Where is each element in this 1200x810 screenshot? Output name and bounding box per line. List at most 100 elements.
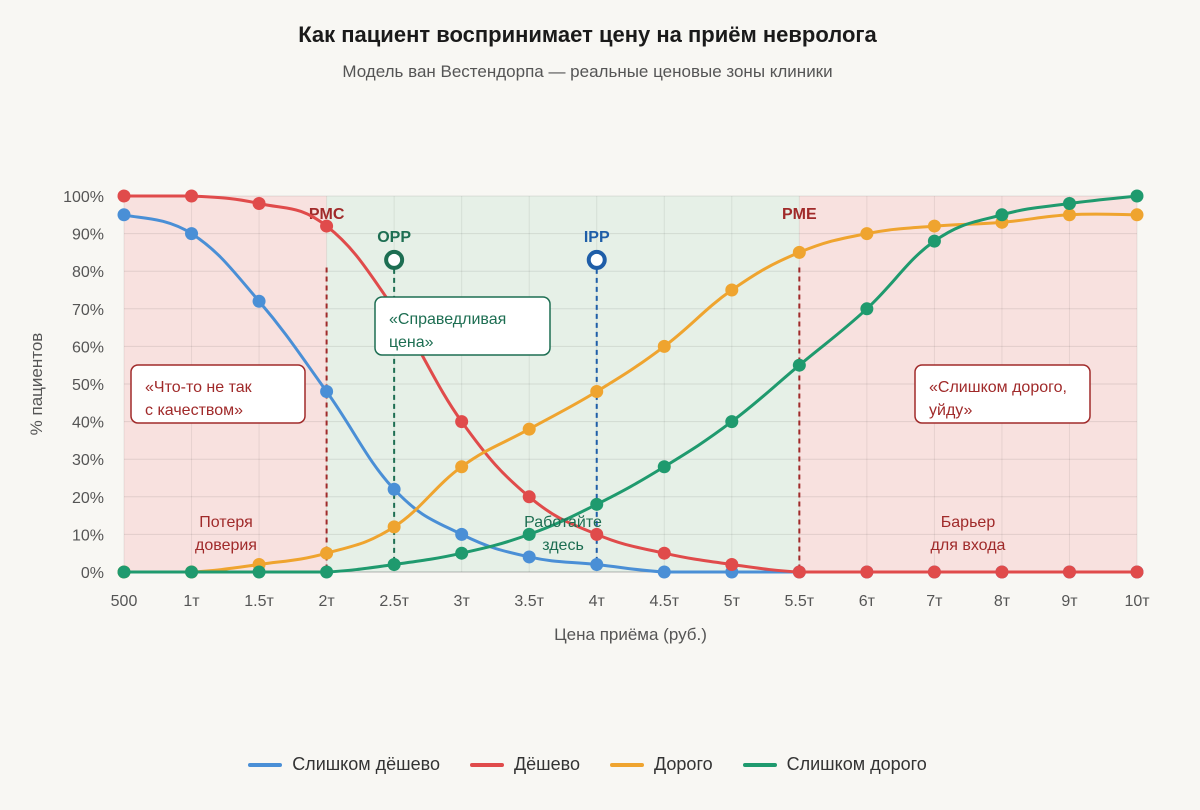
data-point-too-expensive bbox=[185, 565, 199, 579]
x-tick-label: 500 bbox=[111, 593, 138, 610]
zone-label-left: Потеря доверия bbox=[195, 514, 257, 554]
series-layer bbox=[117, 189, 1144, 579]
x-tick-label: 6т bbox=[859, 593, 876, 610]
legend-label-too-expensive: Слишком дорого bbox=[786, 754, 927, 774]
legend-label-cheap: Дёшево bbox=[513, 754, 581, 774]
data-point-too-expensive bbox=[387, 557, 401, 571]
data-point-expensive bbox=[320, 546, 334, 560]
legend-item-cheap[interactable]: Дёшево bbox=[469, 754, 581, 775]
legend-swatch-expensive bbox=[610, 762, 645, 767]
marker-label-text: OPP bbox=[377, 229, 411, 246]
annotation-right-box-frame bbox=[914, 364, 1091, 424]
data-point-cheap bbox=[860, 565, 874, 579]
annotation-center-box-line: цена» bbox=[389, 334, 434, 351]
x-tick-label: 3.5т bbox=[514, 593, 544, 610]
zone-label-right-line: Барьер bbox=[941, 514, 996, 531]
annotation-center-box-frame bbox=[374, 296, 551, 356]
y-tick-label: 100% bbox=[63, 189, 104, 206]
zone-label-center-line: Работайте bbox=[524, 514, 602, 531]
data-point-too-cheap bbox=[252, 294, 266, 308]
legend-label-too-cheap: Слишком дёшево bbox=[292, 754, 440, 774]
annotation-right-box-line: «Слишком дорого, bbox=[929, 379, 1067, 396]
chart-title: Как пациент воспринимает цену на приём н… bbox=[298, 22, 877, 47]
series-line-too-expensive bbox=[123, 194, 1138, 574]
data-point-too-expensive bbox=[320, 565, 334, 579]
y-tick-label: 80% bbox=[72, 264, 104, 281]
zone-label-center-line: здесь bbox=[542, 537, 584, 554]
legend-swatch-too-expensive bbox=[742, 762, 777, 767]
chart-subtitle: Модель ван Вестендорпа — реальные ценовы… bbox=[342, 62, 833, 81]
data-point-too-cheap bbox=[117, 208, 131, 222]
data-point-expensive bbox=[590, 385, 604, 399]
data-point-too-cheap bbox=[320, 385, 334, 399]
data-point-expensive bbox=[455, 460, 469, 474]
marker-label-text: PME bbox=[782, 206, 817, 223]
data-point-too-cheap bbox=[455, 527, 469, 541]
data-point-too-expensive bbox=[657, 460, 671, 474]
axis-layer: 0% 10% 20% 30% 40% 50% 60% 70% 80% 90% 100% 500 1т 1.… bbox=[27, 189, 1150, 644]
y-tick-label: 20% bbox=[72, 490, 104, 507]
marker-label-pme: PME bbox=[782, 206, 817, 223]
data-point-too-expensive bbox=[860, 302, 874, 316]
marker-label-opp: OPP bbox=[377, 229, 411, 246]
marker-circle-opp bbox=[384, 249, 405, 270]
legend-item-too-cheap[interactable]: Слишком дёшево bbox=[248, 754, 440, 775]
y-tick-label: 30% bbox=[72, 452, 104, 469]
series-line-cheap bbox=[124, 194, 1137, 574]
x-tick-label: 4т bbox=[589, 593, 606, 610]
x-tick-label: 3т bbox=[454, 593, 471, 610]
zone-label-right-line: для входа bbox=[931, 537, 1006, 554]
y-axis-title: % пациентов bbox=[27, 333, 46, 436]
x-tick-label: 10т bbox=[1124, 593, 1150, 610]
marker-label-text: IPP bbox=[584, 229, 610, 246]
data-point-expensive bbox=[522, 422, 536, 436]
data-point-too-cheap bbox=[185, 227, 199, 241]
data-point-too-expensive bbox=[252, 565, 266, 579]
y-tick-label: 90% bbox=[72, 227, 104, 244]
y-tick-label: 10% bbox=[72, 527, 104, 544]
legend: Слишком дёшево Дёшево Дорого Слишком дор… bbox=[0, 754, 1175, 775]
data-point-expensive bbox=[1130, 208, 1144, 222]
annotation-left-box-line: с качеством» bbox=[145, 402, 243, 419]
data-point-cheap bbox=[792, 565, 806, 579]
x-tick-label: 8т bbox=[994, 593, 1011, 610]
x-tick-label: 2т bbox=[318, 593, 335, 610]
annotation-left-box: «Что-то не так с качеством» bbox=[130, 364, 306, 424]
data-point-cheap bbox=[1130, 565, 1144, 579]
legend-swatch-too-cheap bbox=[248, 762, 283, 767]
annotation-right-box-line: уйду» bbox=[929, 402, 972, 419]
data-point-cheap bbox=[995, 565, 1009, 579]
data-point-expensive bbox=[1062, 208, 1076, 222]
x-tick-label: 9т bbox=[1061, 593, 1078, 610]
annotation-left-box-line: «Что-то не так bbox=[145, 379, 253, 396]
data-point-too-cheap bbox=[387, 482, 401, 496]
y-tick-label: 0% bbox=[81, 565, 104, 582]
y-tick-label: 70% bbox=[72, 302, 104, 319]
data-point-cheap bbox=[927, 565, 941, 579]
data-point-too-expensive bbox=[1062, 197, 1076, 211]
data-point-too-expensive bbox=[792, 358, 806, 372]
y-tick-label: 40% bbox=[72, 415, 104, 432]
legend-item-too-expensive[interactable]: Слишком дорого bbox=[742, 754, 927, 775]
x-tick-label: 1т bbox=[183, 593, 200, 610]
legend-item-expensive[interactable]: Дорого bbox=[610, 754, 713, 775]
data-point-expensive bbox=[792, 245, 806, 259]
data-point-expensive bbox=[657, 339, 671, 353]
data-point-expensive bbox=[927, 219, 941, 233]
data-point-too-expensive bbox=[455, 546, 469, 560]
data-point-too-cheap bbox=[657, 565, 671, 579]
x-tick-label: 5.5т bbox=[785, 593, 815, 610]
x-tick-label: 2.5т bbox=[379, 593, 409, 610]
data-point-cheap bbox=[725, 557, 739, 571]
x-axis-title: Цена приёма (руб.) bbox=[554, 625, 707, 644]
zone-label-right: Барьер для входа bbox=[931, 514, 1006, 554]
marker-circle-ipp bbox=[586, 249, 607, 270]
data-point-cheap bbox=[590, 527, 604, 541]
data-point-expensive bbox=[725, 283, 739, 297]
data-point-cheap bbox=[522, 490, 536, 504]
x-tick-label: 4.5т bbox=[649, 593, 679, 610]
data-point-too-expensive bbox=[725, 415, 739, 429]
data-point-expensive bbox=[860, 227, 874, 241]
data-point-expensive bbox=[387, 520, 401, 534]
